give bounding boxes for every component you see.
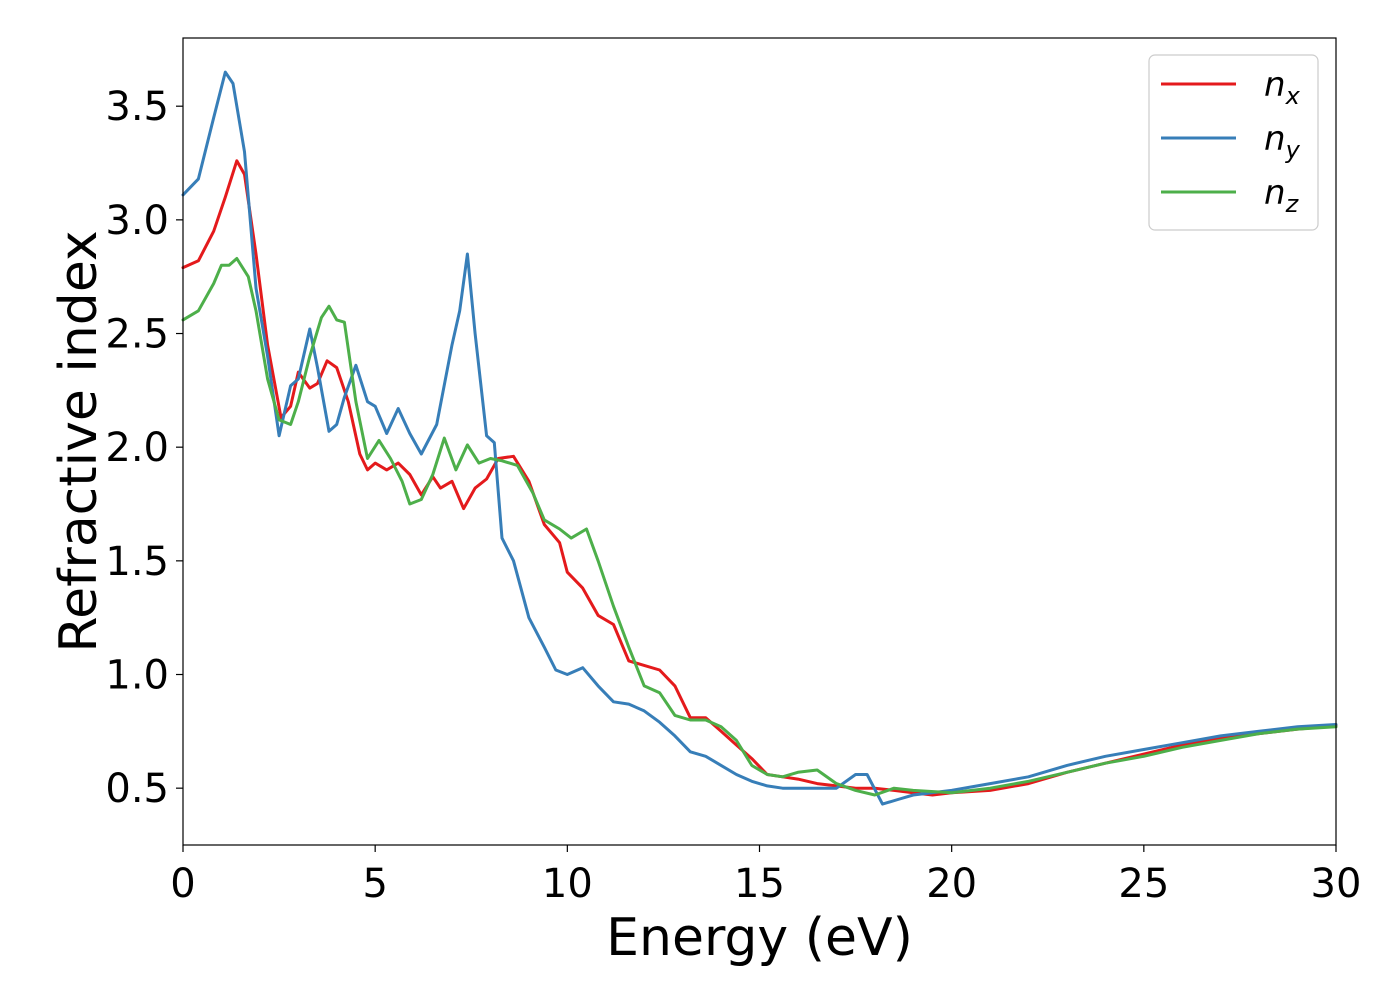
y-axis-ticks: 0.5 1.0 1.5 2.0 2.5 3.0 3.5 (105, 84, 183, 812)
y-tick-label: 2.5 (105, 312, 169, 358)
x-tick-label: 0 (170, 861, 195, 907)
legend-label-y: ny (1264, 119, 1301, 164)
x-tick-label: 30 (1311, 861, 1362, 907)
legend: nx ny nz (1148, 54, 1319, 231)
y-tick-label: 2.0 (105, 425, 169, 471)
x-tick-label: 20 (926, 861, 977, 907)
y-tick-label: 3.0 (105, 198, 169, 244)
y-tick-label: 0.5 (105, 766, 169, 812)
legend-box (1148, 54, 1319, 231)
x-axis-ticks: 0 5 10 15 20 25 30 (170, 845, 1361, 907)
y-axis-title: Refractive index (49, 230, 109, 652)
y-tick-label: 1.0 (105, 653, 169, 699)
y-tick-label: 3.5 (105, 84, 169, 130)
x-axis-title: Energy (eV) (606, 908, 913, 968)
x-tick-label: 15 (734, 861, 785, 907)
x-tick-label: 5 (362, 861, 387, 907)
series-line-y (181, 70, 1338, 806)
legend-label-x: nx (1264, 65, 1301, 110)
y-tick-label: 1.5 (105, 539, 169, 585)
series-layer (181, 70, 1338, 806)
series-line-x (181, 159, 1338, 797)
x-tick-label: 10 (542, 861, 593, 907)
x-tick-label: 25 (1118, 861, 1169, 907)
legend-label-z: nz (1264, 173, 1300, 218)
series-line-z (181, 257, 1338, 797)
